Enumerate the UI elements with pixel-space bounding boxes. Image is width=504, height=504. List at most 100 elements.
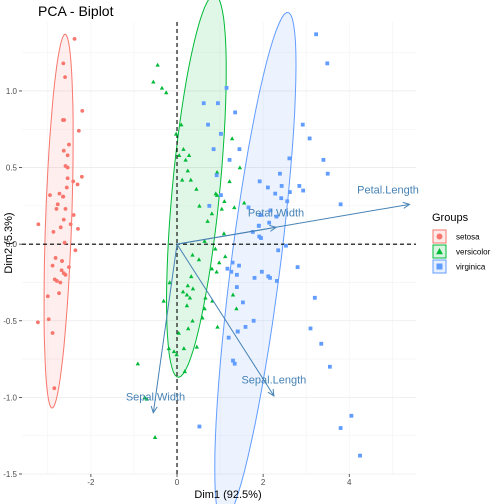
point-virginica-36 (267, 220, 272, 225)
point-versicolor-5 (202, 306, 207, 311)
point-versicolor-11 (196, 257, 202, 262)
point-setosa-43 (71, 213, 76, 217)
point-versicolor-36 (227, 179, 232, 184)
point-versicolor-63 (179, 177, 185, 182)
point-versicolor-0 (229, 136, 235, 141)
y-tick-label-4: 0.5 (6, 164, 18, 173)
point-virginica-22 (325, 171, 330, 176)
point-virginica-50 (216, 101, 220, 106)
chart-title: PCA - Biplot (38, 3, 114, 19)
point-virginica-30 (297, 184, 302, 188)
point-virginica-23 (234, 272, 239, 277)
point-versicolor-12 (186, 326, 191, 331)
point-setosa-10 (67, 142, 71, 147)
point-versicolor-7 (142, 395, 147, 400)
point-setosa-23 (76, 226, 80, 231)
point-virginica-41 (257, 179, 262, 184)
point-virginica-60 (219, 193, 223, 198)
point-versicolor-43 (144, 396, 150, 401)
point-versicolor-38 (185, 283, 190, 288)
point-versicolor-28 (209, 266, 215, 271)
legend-marker-setosa (436, 233, 443, 240)
point-setosa-38 (46, 317, 51, 322)
point-virginica-21 (226, 335, 231, 340)
x-tick-label-2: 2 (261, 478, 266, 487)
point-setosa-32 (61, 118, 65, 122)
point-versicolor-59 (181, 146, 186, 151)
point-virginica-37 (257, 234, 262, 239)
point-virginica-20 (279, 184, 284, 188)
point-virginica-54 (233, 110, 238, 115)
point-virginica-17 (325, 61, 330, 66)
point-versicolor-56 (173, 131, 179, 136)
point-setosa-31 (71, 179, 76, 184)
arrow-sepal-width (152, 244, 178, 413)
point-setosa-3 (57, 291, 61, 296)
point-setosa-18 (80, 108, 85, 113)
point-versicolor-4 (221, 231, 227, 236)
point-versicolor-3 (182, 369, 187, 374)
point-versicolor-62 (186, 153, 192, 158)
point-versicolor-47 (202, 238, 207, 243)
point-virginica-33 (237, 263, 241, 268)
point-versicolor-49 (187, 295, 193, 300)
point-versicolor-10 (152, 435, 158, 439)
grid (22, 22, 416, 475)
point-versicolor-60 (188, 177, 193, 182)
variable-arrows: Petal.Length Petal.Width Sepal.Length Sepal… (126, 185, 419, 414)
point-versicolor-35 (209, 211, 215, 216)
point-virginica-61 (207, 203, 212, 208)
y-tick-label-5: 1.0 (6, 87, 18, 96)
point-versicolor-51 (164, 90, 169, 95)
variable-label-petal-length: Petal.Length (357, 185, 419, 197)
point-virginica-58 (214, 173, 219, 178)
arrow-sepal-length (176, 243, 275, 397)
point-versicolor-27 (242, 200, 247, 205)
point-setosa-45 (58, 280, 63, 285)
reference-lines (22, 22, 416, 474)
y-tick-label-1: -1.0 (3, 393, 17, 402)
point-virginica-40 (274, 214, 279, 219)
point-virginica-18 (338, 202, 343, 207)
point-setosa-7 (61, 217, 66, 222)
y-tick-label-3: 0.0 (6, 240, 18, 249)
x-axis-title: Dim1 (92.5%) (194, 489, 261, 501)
point-setosa-34 (60, 259, 64, 263)
point-setosa-46 (65, 165, 70, 170)
point-versicolor-22 (230, 292, 236, 297)
point-setosa-24 (73, 248, 78, 253)
y-tick-label-0: -1.5 (3, 470, 17, 479)
point-versicolor-39 (181, 346, 187, 351)
point-versicolor-45 (189, 274, 194, 279)
point-setosa-41 (52, 386, 57, 391)
point-virginica-5 (321, 157, 326, 162)
point-virginica-45 (258, 213, 263, 217)
point-virginica-3 (259, 269, 264, 274)
point-setosa-20 (75, 182, 80, 187)
point-virginica-29 (278, 171, 282, 176)
point-setosa-40 (55, 202, 60, 207)
point-versicolor-53 (155, 62, 160, 67)
point-versicolor-26 (232, 205, 237, 210)
point-virginica-26 (229, 269, 234, 274)
point-setosa-28 (61, 194, 66, 199)
point-virginica-53 (219, 131, 223, 136)
variable-label-sepal-width: Sepal.Width (126, 391, 185, 403)
point-versicolor-13 (217, 260, 222, 265)
point-virginica-42 (235, 329, 240, 334)
point-setosa-49 (58, 225, 63, 230)
legend-marker-virginica (436, 263, 443, 270)
point-setosa-0 (48, 193, 52, 198)
point-versicolor-24 (205, 219, 210, 223)
point-versicolor-50 (159, 85, 165, 90)
x-axis-ticks: -2 0 2 4 (87, 474, 352, 487)
legend-title: Groups (432, 212, 469, 224)
point-versicolor-21 (190, 252, 195, 257)
variable-label-sepal-length: Sepal.Length (241, 375, 306, 387)
point-versicolor-25 (213, 191, 218, 196)
y-axis-title: Dim2 (5.3%) (3, 212, 15, 273)
point-versicolor-32 (180, 289, 186, 294)
y-tick-label-2: -0.5 (3, 317, 17, 326)
point-setosa-30 (63, 272, 68, 277)
point-virginica-69 (319, 341, 324, 346)
